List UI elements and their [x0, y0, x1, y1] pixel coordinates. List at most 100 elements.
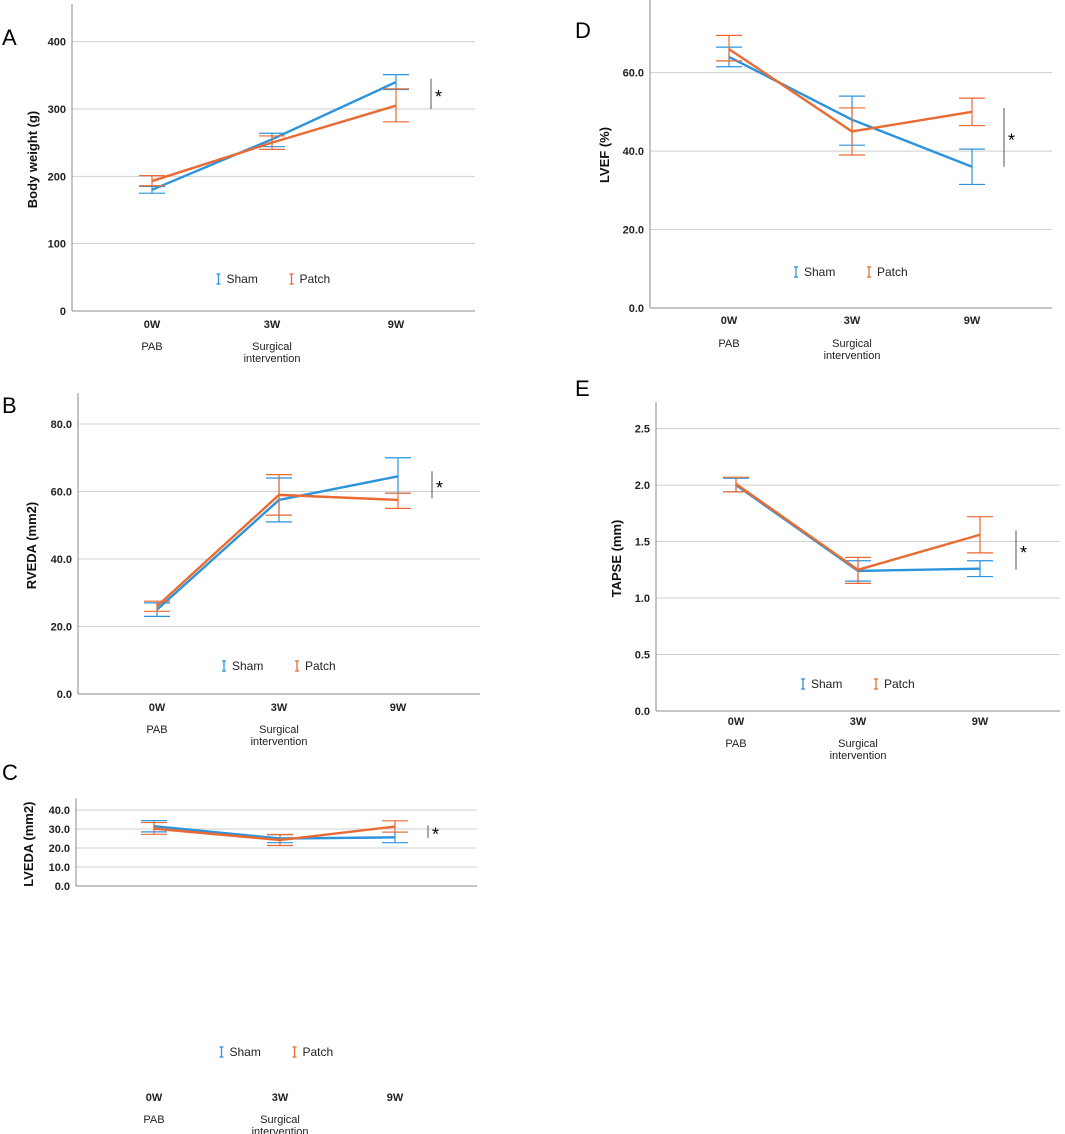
legend: Sham Patch: [801, 677, 915, 691]
legend: Sham Patch: [216, 272, 331, 286]
chart-panel-b: B 0.0 20.0 40.0 60.0 80.0 RVEDA (mm2) 0W 3W 9W PAB…: [2, 393, 480, 748]
x-tick-label: 0W: [149, 702, 166, 714]
y-tick-label: 0: [60, 306, 66, 318]
series-line-patch: [156, 493, 399, 608]
chart-panel-e: E 0.0 0.5 1.0 1.5 2.0 2.5 TAPSE (mm) 0W 3W 9W PAB Su…: [575, 376, 1060, 762]
x-tick-label: 0W: [146, 1092, 163, 1104]
x-tick-label: 3W: [844, 315, 861, 327]
x-sublabel-surgical-intervention: Surgical intervention: [824, 338, 881, 362]
error-bar-sham: [139, 185, 165, 194]
error-bar-patch: [383, 88, 409, 123]
x-sublabel-line: Surgical: [252, 341, 292, 353]
x-tick-label: 9W: [387, 1092, 404, 1104]
x-tick-label: 3W: [264, 319, 281, 331]
error-bar-patch: [839, 107, 865, 156]
y-tick-label: 300: [48, 104, 66, 116]
error-bar-patch: [266, 474, 292, 516]
x-sublabel-line: Surgical: [832, 338, 872, 350]
x-sublabel-surgical-intervention: Surgical intervention: [251, 724, 308, 748]
chart-panel-a: A 0 100 200 300 400 Body weight (g) 0W 3W 9W PAB Su…: [2, 4, 475, 365]
error-bar-patch: [139, 175, 165, 187]
x-sublabel-line: intervention: [244, 353, 301, 365]
y-tick-label: 0.0: [629, 303, 644, 315]
y-tick-label: 400: [48, 37, 66, 49]
y-axis-label: RVEDA (mm2): [24, 502, 39, 589]
y-axis-label: Body weight (g): [25, 111, 40, 209]
chart-panel-c: C 0.0 10.0 20.0 30.0 40.0 LVEDA (mm2) 0W 3W 9W PAB…: [2, 760, 477, 1134]
y-tick-label: 20.0: [623, 225, 644, 237]
y-tick-label: 2.0: [635, 480, 650, 492]
y-tick-label: 10.0: [49, 862, 70, 874]
error-bar-patch: [723, 476, 749, 493]
series-line-patch: [151, 104, 397, 183]
error-bar-patch: [959, 97, 985, 127]
legend-patch-label: Patch: [884, 677, 915, 691]
x-sublabel-pab: PAB: [141, 341, 162, 353]
y-tick-label: 0.0: [635, 706, 650, 718]
error-bar-sham: [385, 457, 411, 494]
legend-sham-label: Sham: [232, 659, 263, 673]
y-axis-label: LVEF (%): [597, 127, 612, 183]
legend: Sham Patch: [794, 265, 908, 279]
panel-letter: C: [2, 760, 18, 785]
y-tick-label: 60.0: [623, 68, 644, 80]
y-tick-label: 30.0: [49, 824, 70, 836]
y-tick-label: 0.5: [635, 650, 650, 662]
x-sublabel-line: Surgical: [260, 1114, 300, 1126]
error-bar-patch: [267, 833, 293, 847]
legend-patch-label: Patch: [877, 265, 908, 279]
panel-letter: E: [575, 376, 590, 401]
x-sublabel-pab: PAB: [718, 338, 739, 350]
legend: Sham Patch: [219, 1045, 334, 1059]
x-sublabel-line: intervention: [252, 1126, 309, 1134]
y-tick-label: 40.0: [623, 146, 644, 158]
x-tick-label: 0W: [144, 319, 161, 331]
y-tick-label: 40.0: [49, 805, 70, 817]
legend: Sham Patch: [222, 659, 336, 673]
error-bar-sham: [967, 560, 993, 578]
significance-star: *: [1020, 543, 1027, 563]
x-tick-label: 3W: [272, 1092, 289, 1104]
y-axis-label: LVEDA (mm2): [21, 802, 36, 887]
legend-sham-label: Sham: [811, 677, 842, 691]
chart-panel-d: D 0.0 20.0 40.0 60.0 LVEF (%) 0W 3W 9W PAB Surgica…: [575, 0, 1052, 362]
x-sublabel-line: intervention: [251, 736, 308, 748]
significance-star: *: [1008, 130, 1015, 150]
x-sublabel-surgical-intervention: Surgical intervention: [252, 1114, 309, 1134]
error-bar-patch: [845, 556, 871, 584]
x-tick-label: 9W: [390, 702, 407, 714]
y-tick-label: 40.0: [51, 554, 72, 566]
error-bar-patch: [141, 821, 167, 835]
error-bar-patch: [259, 135, 285, 150]
x-sublabel-line: intervention: [830, 750, 887, 762]
y-tick-label: 1.0: [635, 593, 650, 605]
legend-patch-label: Patch: [300, 272, 331, 286]
x-tick-label: 9W: [388, 319, 405, 331]
y-axis-label: TAPSE (mm): [609, 520, 624, 598]
error-bar-patch: [967, 516, 993, 554]
y-tick-label: 20.0: [49, 843, 70, 855]
legend-patch-label: Patch: [303, 1045, 334, 1059]
x-sublabel-pab: PAB: [725, 738, 746, 750]
significance-star: *: [436, 478, 443, 498]
legend-sham-label: Sham: [230, 1045, 261, 1059]
x-sublabel-pab: PAB: [146, 724, 167, 736]
panel-letter: B: [2, 393, 17, 418]
significance-star: *: [432, 825, 439, 845]
error-bar-patch: [144, 600, 170, 612]
y-tick-label: 1.5: [635, 537, 650, 549]
x-tick-label: 3W: [271, 702, 288, 714]
y-tick-label: 200: [48, 171, 66, 183]
x-sublabel-line: intervention: [824, 350, 881, 362]
x-sublabel-surgical-intervention: Surgical intervention: [244, 341, 301, 365]
y-tick-label: 100: [48, 239, 66, 251]
panel-letter: A: [2, 25, 17, 50]
error-bar-sham: [959, 148, 985, 186]
legend-sham-label: Sham: [227, 272, 258, 286]
panel-letter: D: [575, 18, 591, 43]
x-tick-label: 9W: [964, 315, 981, 327]
legend-patch-label: Patch: [305, 659, 336, 673]
error-bar-patch: [382, 820, 408, 833]
error-bar-patch: [385, 492, 411, 509]
